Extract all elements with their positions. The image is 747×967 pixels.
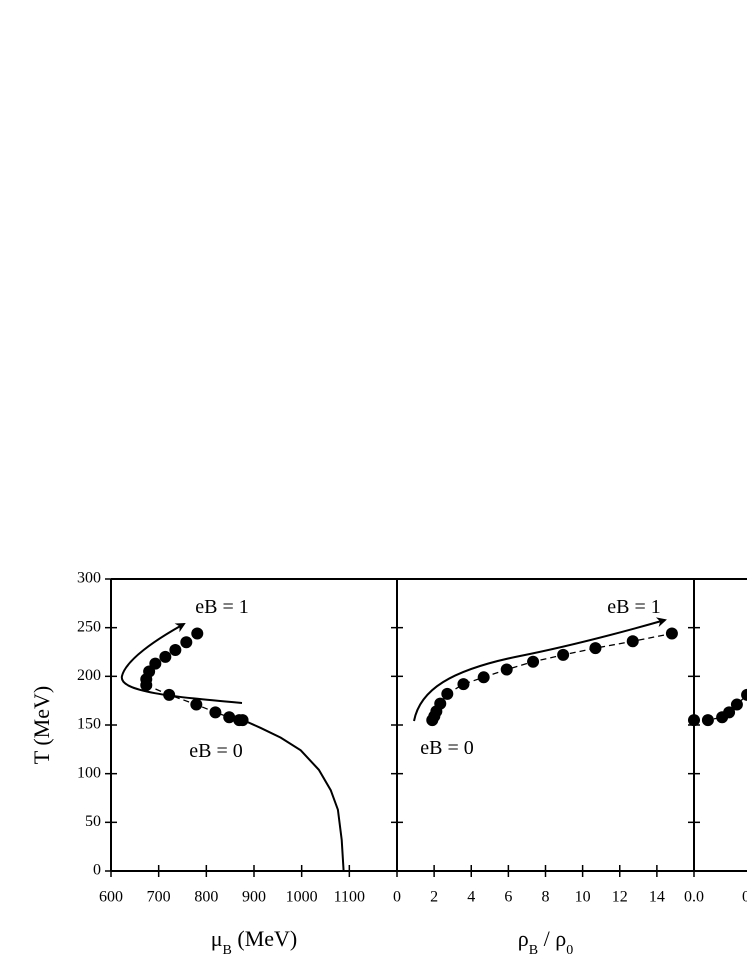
- data-point: [209, 706, 222, 719]
- data-point: [236, 714, 249, 727]
- data-point: [688, 714, 700, 727]
- x-axis-label-part: μ: [211, 926, 223, 951]
- x-tick-label: 0: [393, 889, 401, 906]
- x-tick-label: 0.2: [742, 889, 747, 906]
- x-tick-label: 6: [504, 889, 512, 906]
- x-axis-label-part: ρ: [518, 926, 529, 951]
- data-point: [626, 635, 639, 648]
- data-point: [527, 655, 540, 668]
- x-tick-label: 12: [612, 889, 628, 906]
- x-tick-label: 8: [542, 889, 550, 906]
- data-point: [500, 663, 513, 676]
- data-point: [180, 636, 193, 649]
- annotation: eB = 0: [420, 737, 474, 759]
- x-axis-label: ρB / ρ0: [518, 926, 573, 958]
- x-axis-label-part: (MeV): [232, 926, 297, 951]
- x-axis-label-part: / ρ: [538, 926, 566, 951]
- y-tick-label: 0: [93, 862, 101, 879]
- data-point: [741, 688, 747, 701]
- x-tick-label: 700: [147, 889, 171, 906]
- x-axis-label-part: 0: [566, 943, 573, 958]
- series-line: [245, 720, 345, 872]
- x-tick-label: 600: [99, 889, 123, 906]
- y-tick-label: 50: [85, 813, 101, 830]
- data-point: [730, 698, 743, 711]
- y-tick-label: 250: [77, 618, 101, 635]
- x-axis-label: μB (MeV): [211, 926, 298, 958]
- x-tick-label: 800: [194, 889, 218, 906]
- x-tick-label: 14: [649, 889, 665, 906]
- data-point: [163, 688, 176, 701]
- y-tick-label: 300: [77, 570, 101, 587]
- data-point: [159, 650, 172, 663]
- annotation: eB = 0: [189, 740, 243, 762]
- x-tick-label: 0.0: [684, 889, 704, 906]
- data-point: [557, 648, 570, 661]
- annotation: eB = 1: [607, 596, 661, 618]
- data-point: [477, 671, 490, 684]
- x-axis-label-part: B: [529, 943, 538, 958]
- data-point: [457, 678, 470, 691]
- data-point: [223, 711, 236, 724]
- data-point: [191, 627, 204, 640]
- data-point: [169, 644, 182, 657]
- y-tick-label: 150: [77, 716, 101, 733]
- annotation: eB = 1: [195, 596, 249, 618]
- x-tick-label: 4: [467, 889, 475, 906]
- data-point: [723, 706, 736, 719]
- y-tick-label: 200: [77, 667, 101, 684]
- x-tick-label: 900: [242, 889, 266, 906]
- data-point: [190, 698, 203, 711]
- arrow: [413, 617, 667, 722]
- data-point: [434, 697, 447, 710]
- x-tick-label: 2: [430, 889, 438, 906]
- x-tick-label: 10: [575, 889, 591, 906]
- data-point: [665, 627, 678, 640]
- y-tick-label: 100: [77, 764, 101, 781]
- x-axis-label-part: B: [223, 943, 232, 958]
- x-tick-label: 1100: [334, 889, 365, 906]
- data-point: [701, 714, 714, 727]
- x-tick-label: 1000: [286, 889, 318, 906]
- arrow: [120, 623, 243, 704]
- data-point: [441, 687, 454, 700]
- y-axis-label: T (MeV): [29, 686, 54, 764]
- series-line: [431, 632, 673, 721]
- data-point: [589, 642, 602, 655]
- data-point: [140, 679, 153, 692]
